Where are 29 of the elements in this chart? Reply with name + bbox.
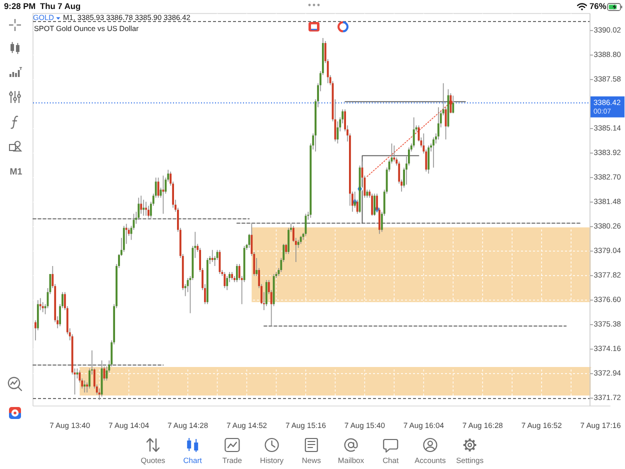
candlestick [265, 280, 268, 307]
candlestick [157, 177, 160, 198]
candlestick [226, 276, 228, 290]
text: 9:28 PM [4, 1, 36, 12]
candlestick [450, 92, 452, 114]
text: M1 [10, 166, 22, 176]
candlestick [98, 388, 100, 400]
candlestick [428, 145, 430, 174]
candlestick [437, 106, 440, 140]
candlestick [122, 225, 125, 252]
candlestick [336, 120, 339, 144]
text: Thu 7 Aug [40, 1, 81, 12]
candlestick [393, 145, 396, 162]
candlestick [145, 201, 147, 216]
candlestick [148, 205, 150, 218]
text: 76% [590, 1, 607, 12]
candlestick [432, 137, 434, 168]
candlestick [138, 197, 140, 220]
candlestick [84, 380, 86, 393]
candlestick [142, 199, 145, 216]
candlestick [288, 227, 290, 254]
candlestick [224, 272, 226, 288]
candlestick [452, 95, 454, 114]
candlestick [211, 250, 214, 262]
candlestick [236, 264, 238, 282]
candlestick [412, 116, 415, 148]
candlestick [42, 302, 44, 313]
candlestick [371, 193, 374, 216]
candlestick [374, 193, 376, 216]
